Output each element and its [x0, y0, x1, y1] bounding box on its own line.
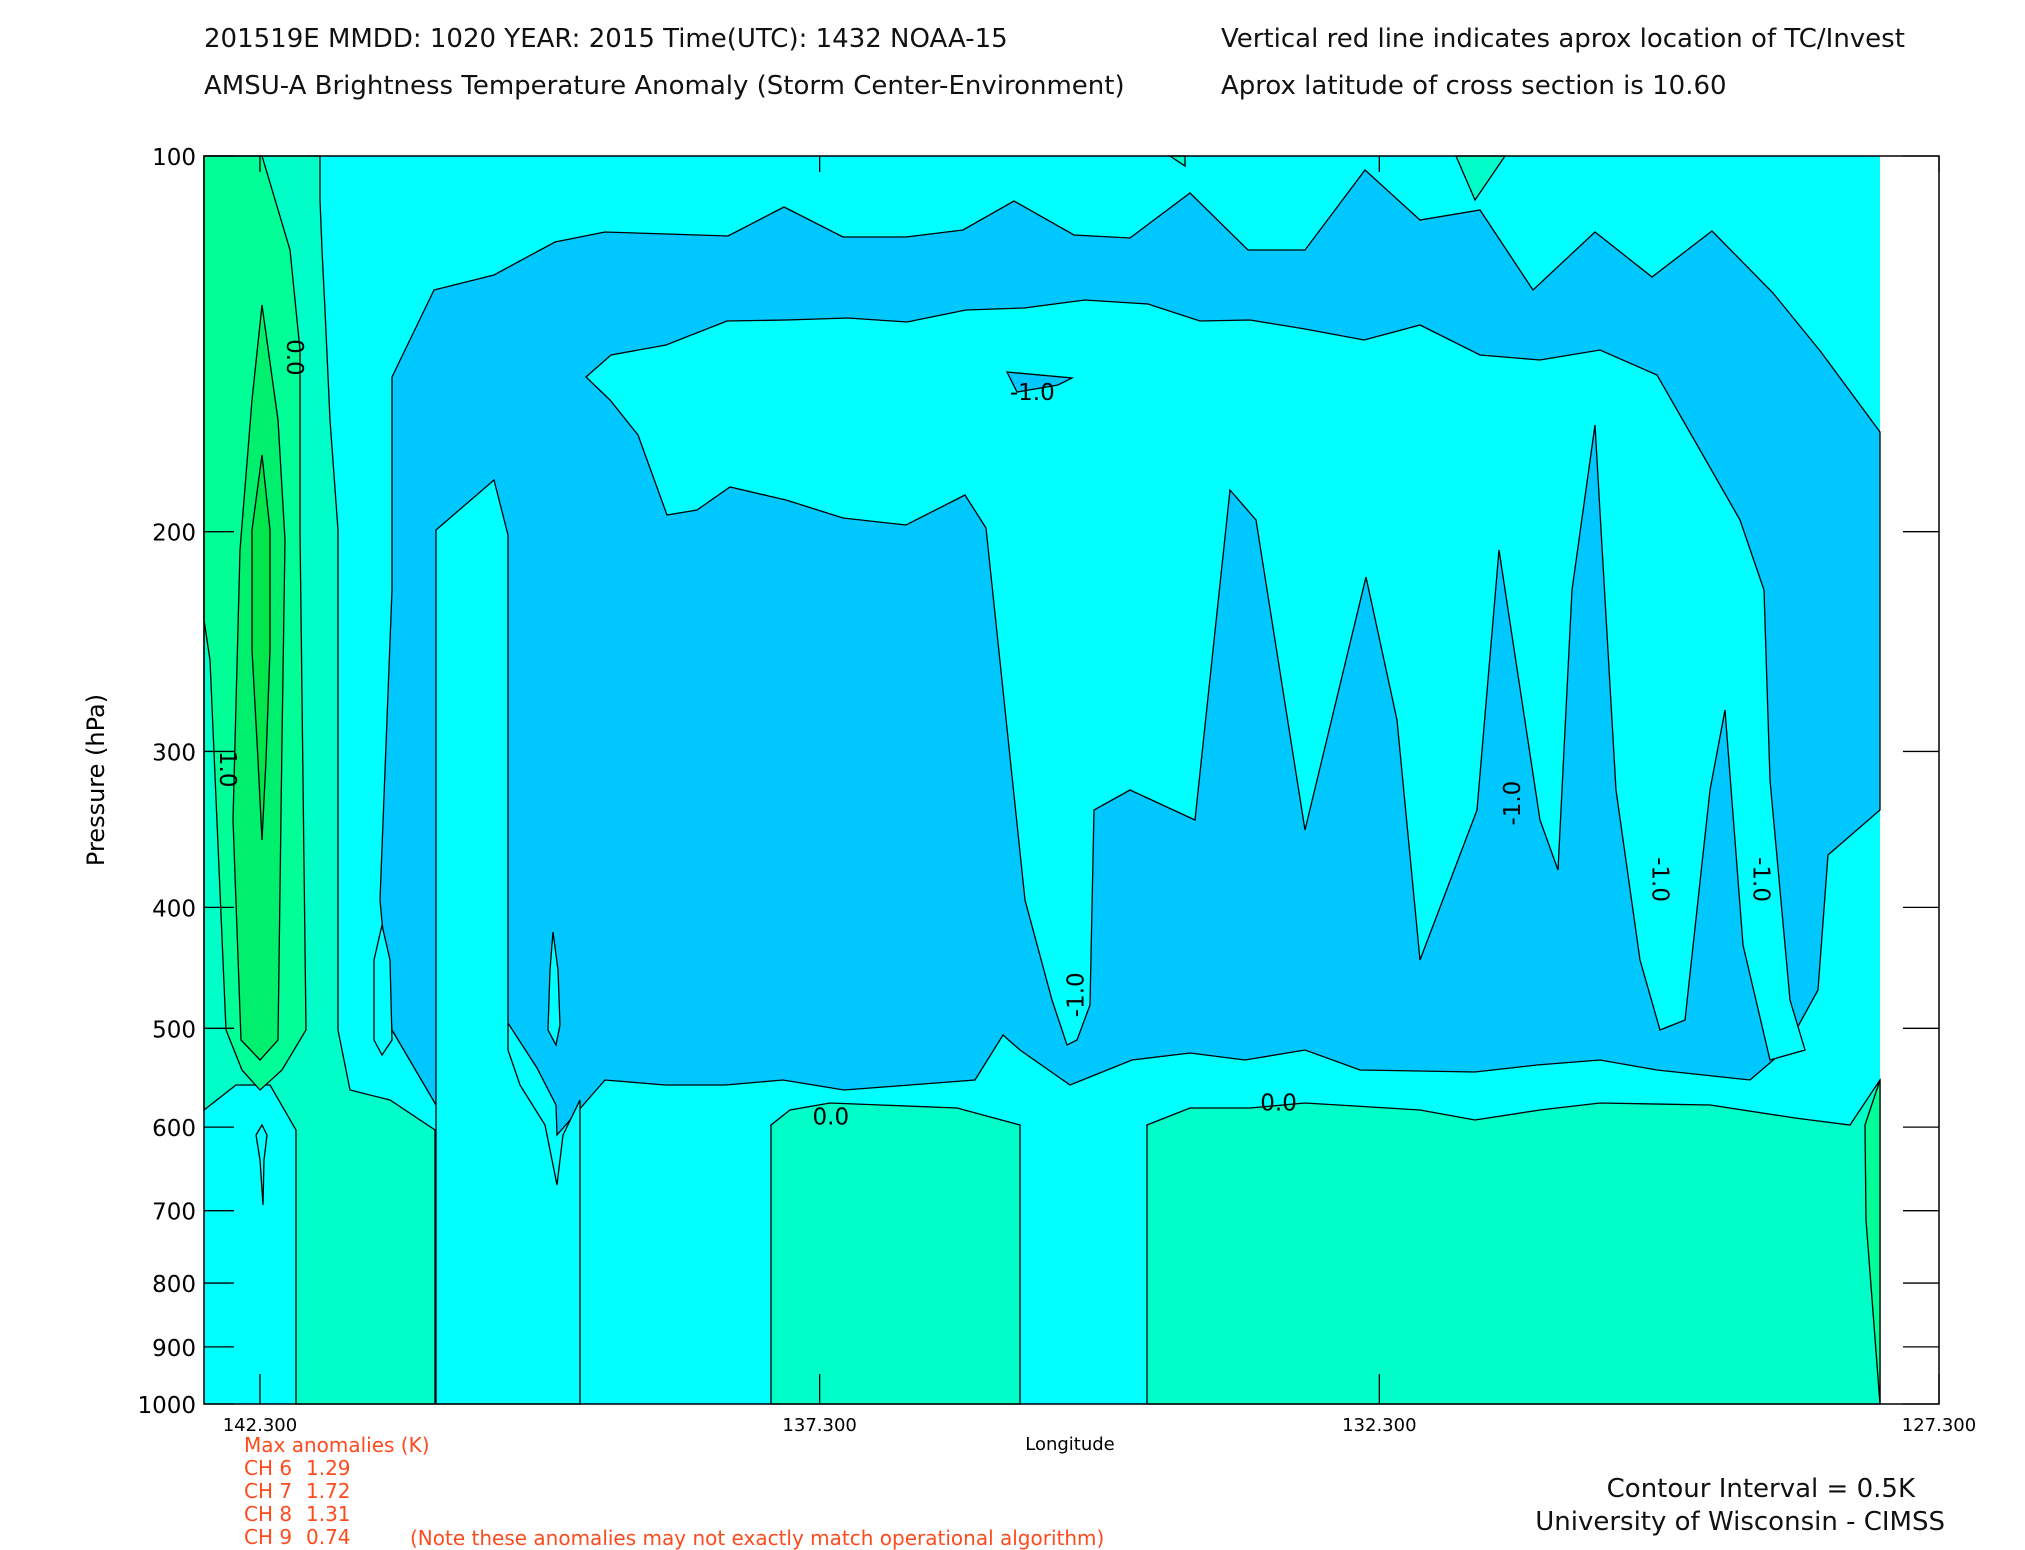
x-tick-label: 137.300 [782, 1415, 856, 1436]
anomaly-channel: CH 6 [244, 1456, 292, 1480]
max-anomalies-note: (Note these anomalies may not exactly ma… [410, 1526, 1104, 1550]
header-line1-right: Vertical red line indicates aprox locati… [1221, 24, 1905, 54]
max-anomalies: Max anomalies (K) (Note these anomalies … [244, 1433, 1104, 1550]
plot-area [203, 155, 1940, 1405]
y-tick-label: 100 [152, 145, 196, 171]
y-tick-label: 400 [152, 896, 196, 922]
y-axis: 100 200 300 400 500 600 700 800 900 1000 [137, 145, 1939, 1419]
anomaly-channel: CH 7 [244, 1479, 292, 1503]
anomaly-value: 1.31 [306, 1502, 351, 1526]
contour-fill-west-island [255, 1123, 268, 1206]
header-line2-left: AMSU-A Brightness Temperature Anomaly (S… [204, 71, 1125, 101]
y-tick-label: 500 [152, 1017, 196, 1043]
anomaly-channel: CH 9 [244, 1525, 292, 1549]
x-axis: 142.300 137.300 132.300 127.300 [223, 156, 1976, 1436]
contour-fill-island-negative [1005, 371, 1075, 393]
contour-label: 1.0 [214, 751, 240, 788]
contour-fill-southeast-positive [1864, 1079, 1881, 1405]
y-tick-label: 800 [152, 1272, 196, 1298]
contour-interval-label: Contour Interval = 0.5K [1607, 1474, 1916, 1504]
contour-labels: 0.0 1.0 -1.0 -1.0 -1.0 -1.0 -1.0 0.0 0.0 [214, 339, 1774, 1130]
credit-label: University of Wisconsin - CIMSS [1535, 1507, 1945, 1537]
contour-label: -1.0 [1010, 380, 1055, 406]
x-tick-label: 142.300 [223, 1415, 297, 1436]
plot-frame [203, 155, 1940, 1405]
contour-label: -1.0 [1647, 857, 1673, 902]
y-tick-label: 1000 [137, 1393, 196, 1419]
anomaly-channel: CH 8 [244, 1502, 292, 1526]
contour-fill-inner-cyan [585, 299, 1806, 1061]
x-tick-label: 132.300 [1342, 1415, 1416, 1436]
contour-label: -1.0 [1064, 972, 1090, 1017]
y-tick-label: 200 [152, 521, 196, 547]
anomaly-value: 0.74 [306, 1525, 351, 1549]
contour-fill-west-1-5 [251, 454, 271, 841]
y-axis-title: Pressure (hPa) [82, 694, 110, 866]
y-tick-label: 600 [152, 1116, 196, 1142]
contour-label: -1.0 [1747, 857, 1773, 902]
header-line2-right: Aprox latitude of cross section is 10.60 [1221, 71, 1727, 101]
y-tick-label: 300 [152, 740, 196, 766]
header-line1-left: 201519E MMDD: 1020 YEAR: 2015 Time(UTC):… [204, 24, 1008, 54]
contour-fill-lower-positive-east [1146, 1077, 1881, 1405]
contour-fill-sliver-a [547, 931, 561, 1047]
max-anomalies-title: Max anomalies (K) [244, 1433, 430, 1457]
contour-fill-lower-positive-center [770, 1102, 1021, 1405]
y-tick-label: 900 [152, 1336, 196, 1362]
contour-label: -1.0 [1500, 781, 1526, 826]
x-tick-label: 127.300 [1902, 1415, 1976, 1436]
contour-label: 0.0 [1260, 1091, 1297, 1117]
y-tick-label: 700 [152, 1200, 196, 1226]
contour-fill-sliver-b [373, 924, 393, 1057]
anomaly-value: 1.29 [306, 1456, 351, 1480]
anomaly-value: 1.72 [306, 1479, 351, 1503]
x-axis-title: Longitude [1025, 1434, 1115, 1455]
contour-label: 0.0 [813, 1105, 850, 1131]
contour-label: 0.0 [281, 339, 307, 376]
